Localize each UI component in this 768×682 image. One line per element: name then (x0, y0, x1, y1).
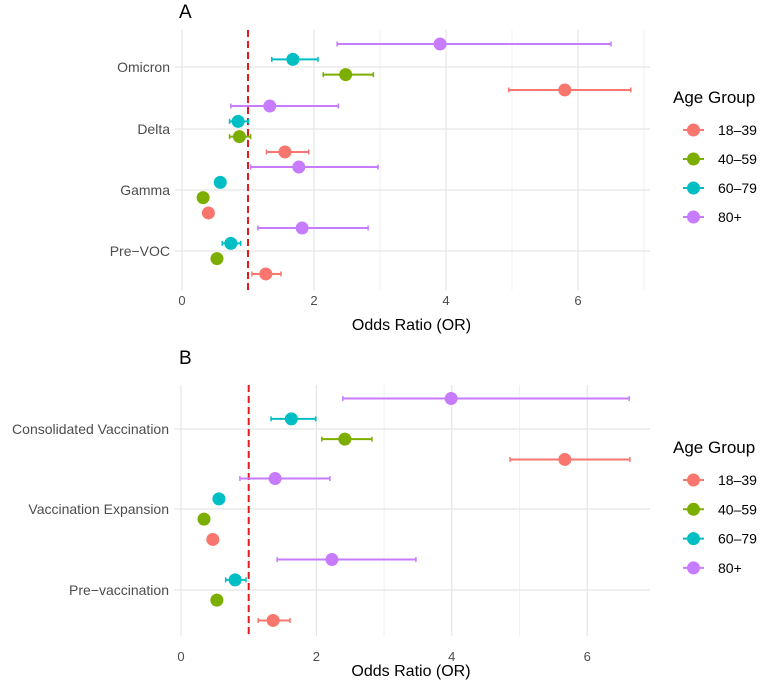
panel-tag: A (179, 2, 192, 23)
point-estimate (286, 52, 300, 66)
legend-item: 60–79 (683, 531, 757, 547)
x-tick-label: 0 (178, 293, 185, 308)
legend-item: 60–79 (683, 180, 757, 196)
point-estimate (433, 37, 447, 51)
x-axis-title: Odds Ratio (OR) (351, 663, 470, 680)
point-estimate (268, 472, 282, 486)
point-estimate (210, 593, 224, 607)
y-category-label: Consolidated Vaccination (12, 421, 169, 437)
point-estimate (278, 145, 292, 159)
point-estimate (206, 532, 220, 546)
point-estimate (232, 130, 246, 144)
point-estimate (295, 221, 309, 235)
point-estimate (338, 432, 352, 446)
point-estimate (339, 68, 353, 82)
legend-item: 80+ (683, 209, 742, 225)
x-tick-label: 6 (574, 293, 581, 308)
point-estimate (212, 492, 226, 506)
legend-key-point (687, 473, 700, 487)
legend-key-point (687, 152, 700, 166)
legend-key-point (687, 123, 700, 137)
y-category-label: Pre−VOC (110, 243, 170, 259)
x-tick-label: 4 (448, 649, 455, 664)
legend-item: 80+ (683, 560, 742, 576)
x-tick-label: 2 (313, 649, 320, 664)
legend-key-point (687, 210, 700, 224)
point-estimate (197, 512, 211, 526)
point-estimate (231, 114, 245, 128)
x-tick-label: 4 (442, 293, 449, 308)
x-tick-label: 2 (310, 293, 317, 308)
point-estimate (325, 553, 339, 567)
point-estimate (224, 236, 238, 250)
legend-item: 18–39 (683, 122, 757, 138)
legend-label: 40–59 (718, 501, 757, 517)
legend-label: 18–39 (718, 122, 757, 138)
legend-title: Age Group (673, 88, 755, 107)
legend-label: 60–79 (718, 180, 757, 196)
point-estimate (213, 175, 227, 189)
legend-label: 60–79 (718, 531, 757, 547)
x-tick-label: 6 (584, 649, 591, 664)
panel-b: 0 2 4 6 Consolidated Vaccination Vaccination … (12, 348, 757, 680)
panel-a: 0 2 4 6 Omicron Delta Gamma Pre−VOC Odds Ratio (… (110, 2, 757, 334)
legend-item: 18–39 (683, 472, 757, 488)
legend: Age Group 18–39 40–59 60–79 80+ (673, 88, 757, 225)
legend-label: 18–39 (718, 472, 757, 488)
x-tick-label: 0 (177, 649, 184, 664)
y-category-label: Delta (137, 121, 170, 137)
point-estimate (444, 392, 458, 406)
point-estimate (196, 191, 210, 205)
y-category-label: Pre−vaccination (69, 582, 169, 598)
legend-item: 40–59 (683, 151, 757, 167)
point-estimate (259, 267, 273, 281)
legend-title: Age Group (673, 438, 755, 457)
legend-key-point (687, 561, 700, 575)
legend-item: 40–59 (683, 501, 757, 517)
point-estimate (263, 99, 277, 113)
y-category-label: Omicron (117, 59, 170, 75)
legend-key-point (687, 502, 700, 516)
point-estimate (292, 160, 306, 174)
point-estimate (266, 613, 280, 627)
legend-label: 80+ (718, 560, 742, 576)
x-axis-title: Odds Ratio (OR) (352, 317, 471, 334)
legend-label: 40–59 (718, 151, 757, 167)
point-estimate (201, 206, 215, 220)
legend-key-point (687, 181, 700, 195)
y-category-label: Vaccination Expansion (28, 501, 169, 517)
point-estimate (558, 452, 572, 466)
point-estimate (228, 573, 242, 587)
y-category-label: Gamma (120, 182, 170, 198)
legend-label: 80+ (718, 209, 742, 225)
panel-tag: B (179, 348, 192, 369)
point-estimate (284, 412, 298, 426)
legend-key-point (687, 532, 700, 546)
point-estimate (210, 252, 224, 266)
legend: Age Group 18–39 40–59 60–79 80+ (673, 438, 757, 576)
point-estimate (558, 83, 572, 97)
